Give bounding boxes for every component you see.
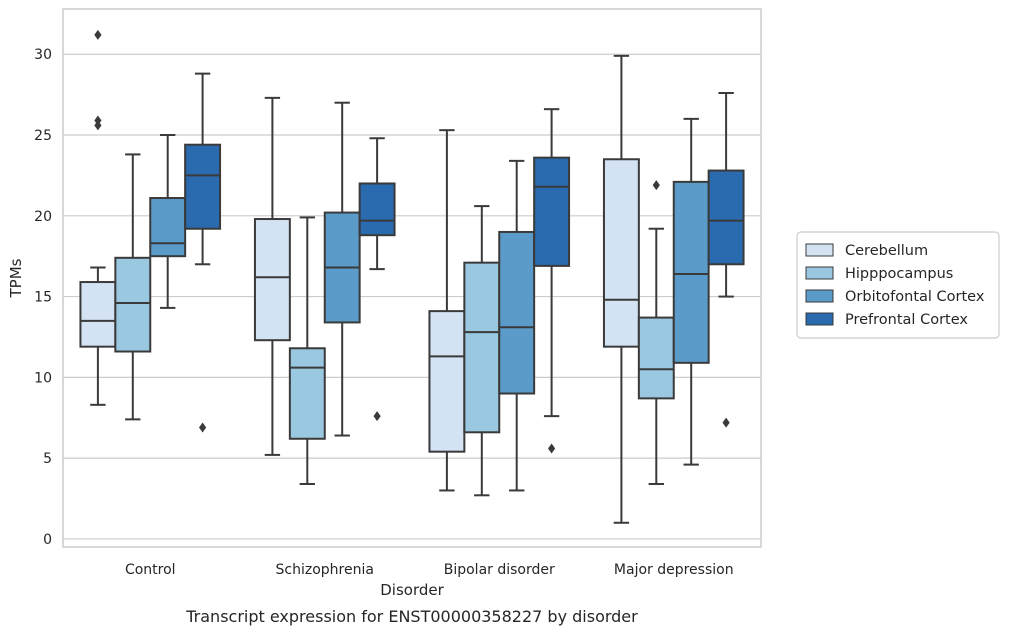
x-tick-label: Schizophrenia — [276, 562, 374, 578]
grid-lines — [63, 53, 761, 540]
box-body — [253, 218, 291, 342]
legend-frame — [796, 231, 1000, 339]
y-tick-label: 20 — [34, 209, 52, 225]
outlier-point — [548, 443, 556, 454]
box-body — [358, 182, 396, 237]
plot-frame — [62, 8, 762, 548]
box-1-3 — [637, 180, 675, 485]
box-body — [672, 180, 710, 364]
x-tick-label: Bipolar disorder — [444, 562, 555, 578]
outlier-point — [722, 417, 730, 428]
box-0-1 — [253, 96, 291, 456]
outlier-point — [373, 411, 381, 422]
box-body — [149, 197, 187, 258]
box-body — [428, 310, 466, 453]
legend-swatch — [805, 266, 834, 280]
legend-label: Orbitofontal Cortex — [845, 289, 985, 305]
box-1-0 — [114, 153, 152, 421]
y-tick-label: 25 — [34, 128, 52, 144]
box-body — [288, 347, 326, 440]
legend-swatch — [805, 312, 834, 326]
y-tick-labels: 0 5 10 15 20 25 30 — [34, 47, 52, 548]
box-3-2 — [533, 108, 571, 454]
box-body — [79, 281, 117, 348]
boxes — [79, 29, 745, 524]
x-axis-label: Disorder — [380, 581, 444, 599]
y-tick-label: 5 — [43, 451, 52, 467]
box-2-1 — [323, 101, 361, 437]
y-tick-label: 15 — [34, 290, 52, 306]
legend: Cerebellum Hipppocampus Orbitofontal Corte… — [796, 231, 1000, 339]
outlier-point — [94, 29, 102, 40]
legend-label: Hipppocampus — [845, 266, 953, 282]
y-axis-label: TPMs — [7, 258, 25, 298]
y-tick-label: 10 — [34, 370, 52, 386]
x-tick-labels: Control Schizophrenia Bipolar disorder Majo… — [125, 562, 734, 578]
box-3-1 — [358, 137, 396, 422]
outlier-point — [94, 120, 102, 131]
x-tick-label: Major depression — [614, 562, 734, 578]
box-body — [184, 143, 222, 230]
box-body — [114, 256, 152, 353]
box-0-3 — [602, 54, 640, 524]
box-3-0 — [184, 72, 222, 433]
box-3-3 — [707, 92, 745, 428]
box-body — [707, 169, 745, 266]
box-2-3 — [672, 117, 710, 466]
x-tick-label: Control — [125, 562, 176, 578]
box-0-2 — [428, 129, 466, 492]
y-tick-label: 30 — [34, 47, 52, 63]
box-body — [463, 261, 501, 434]
box-body — [498, 230, 536, 395]
outlier-point — [652, 180, 660, 191]
box-body — [533, 156, 571, 267]
chart-caption: Transcript expression for ENST0000035822… — [185, 607, 638, 626]
plot-background — [63, 9, 761, 547]
outlier-point — [199, 422, 207, 433]
box-body — [602, 158, 640, 348]
legend-swatch — [805, 243, 834, 257]
box-1-1 — [288, 216, 326, 485]
box-body — [637, 316, 675, 400]
y-tick-label: 0 — [43, 532, 52, 548]
legend-label: Cerebellum — [845, 243, 928, 259]
legend-swatch — [805, 289, 834, 303]
box-2-2 — [498, 159, 536, 492]
legend-label: Prefrontal Cortex — [845, 312, 968, 328]
